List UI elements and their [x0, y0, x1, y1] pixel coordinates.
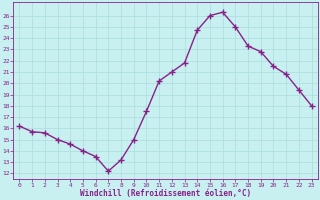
- X-axis label: Windchill (Refroidissement éolien,°C): Windchill (Refroidissement éolien,°C): [80, 189, 251, 198]
